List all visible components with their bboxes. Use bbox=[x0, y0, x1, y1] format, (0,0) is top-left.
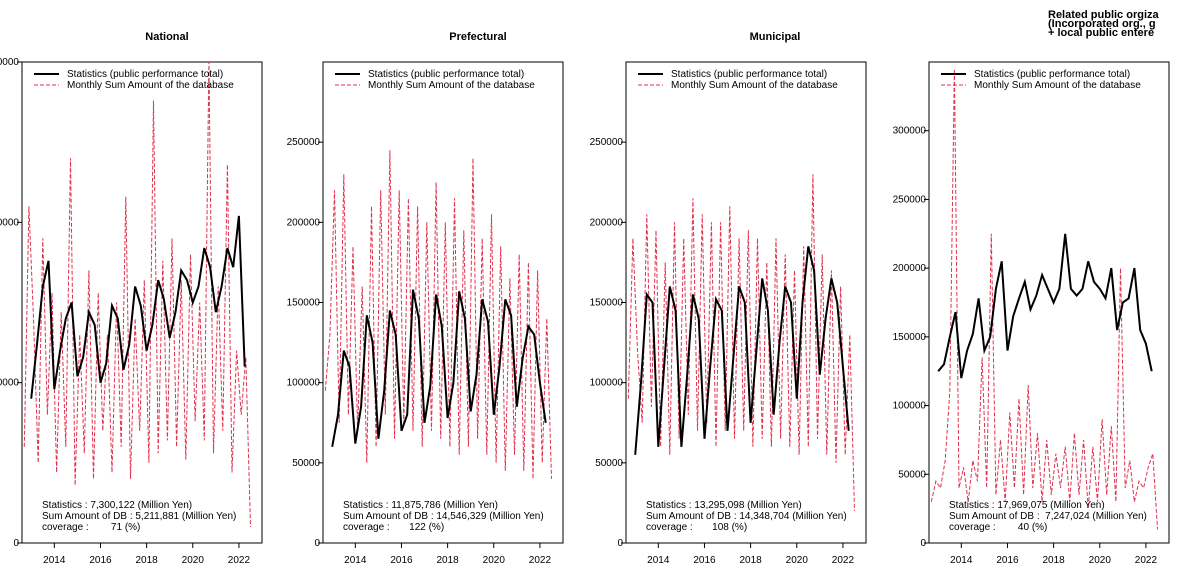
y-tick-label: 100000 bbox=[287, 378, 321, 389]
x-tick-label: 2022 bbox=[832, 555, 855, 566]
y-tick-label: 200000 bbox=[893, 263, 927, 274]
y-tick-label: 250000 bbox=[590, 137, 624, 148]
chart-title: National bbox=[145, 31, 188, 43]
chart-panel: Municipal 0 50000 100000 150000 200000 250000 2… bbox=[590, 31, 867, 566]
statistics-annotation: Statistics : 11,875,786 (Million Yen) bbox=[343, 500, 498, 511]
statistics-annotation: Statistics : 17,969,075 (Million Yen) bbox=[949, 500, 1105, 511]
legend-entry: Monthly Sum Amount of the database bbox=[974, 80, 1141, 91]
x-tick-label: 2014 bbox=[344, 555, 367, 566]
y-tick-label: 50000 bbox=[292, 458, 320, 469]
x-tick-label: 2020 bbox=[1089, 555, 1112, 566]
statistics-series-line bbox=[30, 215, 246, 399]
y-tick-label: 300000 bbox=[893, 126, 927, 137]
legend-entry: Monthly Sum Amount of the database bbox=[671, 80, 838, 91]
y-tick-label: 0 bbox=[920, 538, 926, 549]
y-tick-label: 250000 bbox=[893, 194, 927, 205]
chart-panel: National 0 50000 100000 150000 2014 2016 2018 20… bbox=[0, 31, 263, 566]
legend-entry: Monthly Sum Amount of the database bbox=[368, 80, 535, 91]
x-tick-label: 2022 bbox=[1135, 555, 1158, 566]
legend-entry: Statistics (public performance total) bbox=[671, 69, 827, 80]
chart-panel: Prefectural 0 50000 100000 150000 200000 25000… bbox=[287, 31, 564, 566]
statistics-annotation: coverage : 71 (%) bbox=[42, 522, 140, 533]
database-series-line bbox=[627, 174, 855, 511]
legend-entry: Statistics (public performance total) bbox=[974, 69, 1130, 80]
y-tick-label: 250000 bbox=[287, 137, 321, 148]
statistics-annotation: coverage : 122 (%) bbox=[343, 522, 444, 533]
x-tick-label: 2016 bbox=[390, 555, 413, 566]
y-tick-label: 50000 bbox=[898, 469, 926, 480]
x-tick-label: 2014 bbox=[43, 555, 66, 566]
legend-entry: Statistics (public performance total) bbox=[67, 69, 223, 80]
x-tick-label: 2014 bbox=[950, 555, 973, 566]
y-tick-label: 0 bbox=[13, 538, 19, 549]
legend-entry: Statistics (public performance total) bbox=[368, 69, 524, 80]
x-tick-label: 2022 bbox=[529, 555, 552, 566]
statistics-series-line bbox=[937, 233, 1153, 379]
y-tick-label: 100000 bbox=[0, 217, 19, 228]
x-tick-label: 2016 bbox=[89, 555, 112, 566]
statistics-annotation: coverage : 40 (%) bbox=[949, 522, 1047, 533]
database-series-line bbox=[324, 150, 552, 479]
x-tick-label: 2014 bbox=[647, 555, 670, 566]
y-tick-label: 0 bbox=[617, 538, 623, 549]
statistics-annotation: Statistics : 13,295,098 (Million Yen) bbox=[646, 500, 802, 511]
legend-entry: Monthly Sum Amount of the database bbox=[67, 80, 234, 91]
statistics-annotation: Statistics : 7,300,122 (Million Yen) bbox=[42, 500, 192, 511]
x-tick-label: 2022 bbox=[228, 555, 251, 566]
statistics-series-line bbox=[331, 289, 547, 447]
x-tick-label: 2016 bbox=[996, 555, 1019, 566]
x-tick-label: 2018 bbox=[1042, 555, 1065, 566]
y-tick-label: 150000 bbox=[287, 298, 321, 309]
plot-frame bbox=[928, 61, 1170, 544]
x-tick-label: 2018 bbox=[739, 555, 762, 566]
y-tick-label: 100000 bbox=[893, 401, 927, 412]
x-tick-label: 2020 bbox=[786, 555, 809, 566]
statistics-annotation: Sum Amount of DB : 14,348,704 (Million Y… bbox=[646, 511, 847, 522]
x-tick-label: 2016 bbox=[693, 555, 716, 566]
statistics-annotation: Sum Amount of DB : 14,546,329 (Million Y… bbox=[343, 511, 544, 522]
chart-panel: Related public orgiza(Incorporated org.,… bbox=[893, 9, 1170, 566]
y-tick-label: 200000 bbox=[590, 217, 624, 228]
plot-frame bbox=[625, 61, 867, 544]
statistics-annotation: coverage : 108 (%) bbox=[646, 522, 747, 533]
statistics-series-line bbox=[634, 246, 850, 455]
x-tick-label: 2018 bbox=[135, 555, 158, 566]
plot-frame bbox=[21, 61, 263, 544]
statistics-annotation: Sum Amount of DB : 5,211,881 (Million Ye… bbox=[42, 511, 236, 522]
chart-title: Related public orgiza bbox=[1048, 9, 1160, 21]
chart-title: (Incorporated org., g bbox=[1048, 18, 1156, 30]
chart-title: + local public entere bbox=[1048, 27, 1154, 39]
y-tick-label: 0 bbox=[314, 538, 320, 549]
statistics-annotation: Sum Amount of DB : 7,247,024 (Million Ye… bbox=[949, 511, 1147, 522]
y-tick-label: 50000 bbox=[595, 458, 623, 469]
chart-title: Prefectural bbox=[449, 31, 506, 43]
y-tick-label: 150000 bbox=[590, 298, 624, 309]
y-tick-label: 50000 bbox=[0, 378, 19, 389]
database-series-line bbox=[930, 68, 1158, 530]
chart-title: Municipal bbox=[750, 31, 801, 43]
x-tick-label: 2020 bbox=[182, 555, 205, 566]
y-tick-label: 100000 bbox=[590, 378, 624, 389]
plot-frame bbox=[322, 61, 564, 544]
x-tick-label: 2020 bbox=[483, 555, 506, 566]
y-tick-label: 150000 bbox=[0, 57, 19, 68]
y-tick-label: 150000 bbox=[893, 332, 927, 343]
x-tick-label: 2018 bbox=[436, 555, 459, 566]
y-tick-label: 200000 bbox=[287, 217, 321, 228]
